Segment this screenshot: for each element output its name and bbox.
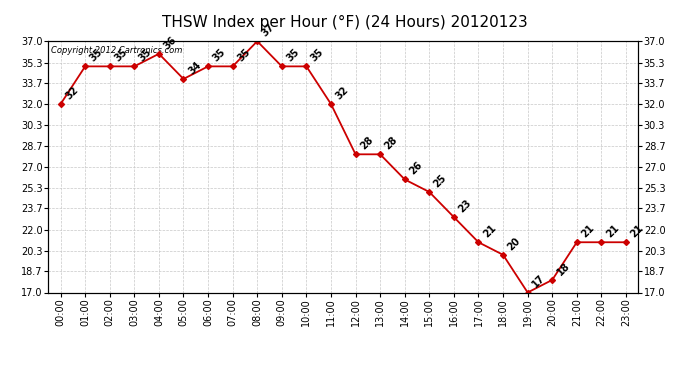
Text: 20: 20 xyxy=(506,236,522,252)
Text: 23: 23 xyxy=(457,198,473,214)
Text: 28: 28 xyxy=(358,135,375,152)
Text: 26: 26 xyxy=(408,160,424,177)
Text: 36: 36 xyxy=(161,34,178,51)
Text: 34: 34 xyxy=(186,60,203,76)
Text: 21: 21 xyxy=(629,223,645,240)
Text: 32: 32 xyxy=(334,85,351,101)
Text: 18: 18 xyxy=(555,261,572,277)
Text: 35: 35 xyxy=(88,47,105,64)
Text: 25: 25 xyxy=(432,172,448,189)
Text: 21: 21 xyxy=(580,223,596,240)
Text: 35: 35 xyxy=(137,47,154,64)
Text: 28: 28 xyxy=(383,135,400,152)
Text: 35: 35 xyxy=(211,47,228,64)
Text: 21: 21 xyxy=(604,223,621,240)
Text: 32: 32 xyxy=(63,85,80,101)
Text: 35: 35 xyxy=(235,47,252,64)
Text: 17: 17 xyxy=(531,273,547,290)
Text: THSW Index per Hour (°F) (24 Hours) 20120123: THSW Index per Hour (°F) (24 Hours) 2012… xyxy=(162,15,528,30)
Text: Copyright 2012 Cartronics.com: Copyright 2012 Cartronics.com xyxy=(51,46,183,55)
Text: 35: 35 xyxy=(309,47,326,64)
Text: 35: 35 xyxy=(284,47,302,64)
Text: 35: 35 xyxy=(112,47,129,64)
Text: 21: 21 xyxy=(481,223,498,240)
Text: 37: 37 xyxy=(260,22,277,39)
